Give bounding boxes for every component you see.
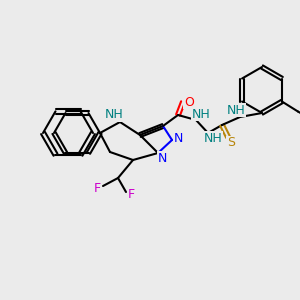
Text: NH: NH <box>192 107 210 121</box>
Text: N: N <box>157 152 167 164</box>
Text: NH: NH <box>204 131 222 145</box>
Text: F: F <box>128 188 135 202</box>
Text: S: S <box>227 136 235 149</box>
Text: NH: NH <box>226 103 245 116</box>
Text: NH: NH <box>105 109 123 122</box>
Text: N: N <box>173 131 183 145</box>
Text: F: F <box>93 182 100 194</box>
Text: O: O <box>184 95 194 109</box>
